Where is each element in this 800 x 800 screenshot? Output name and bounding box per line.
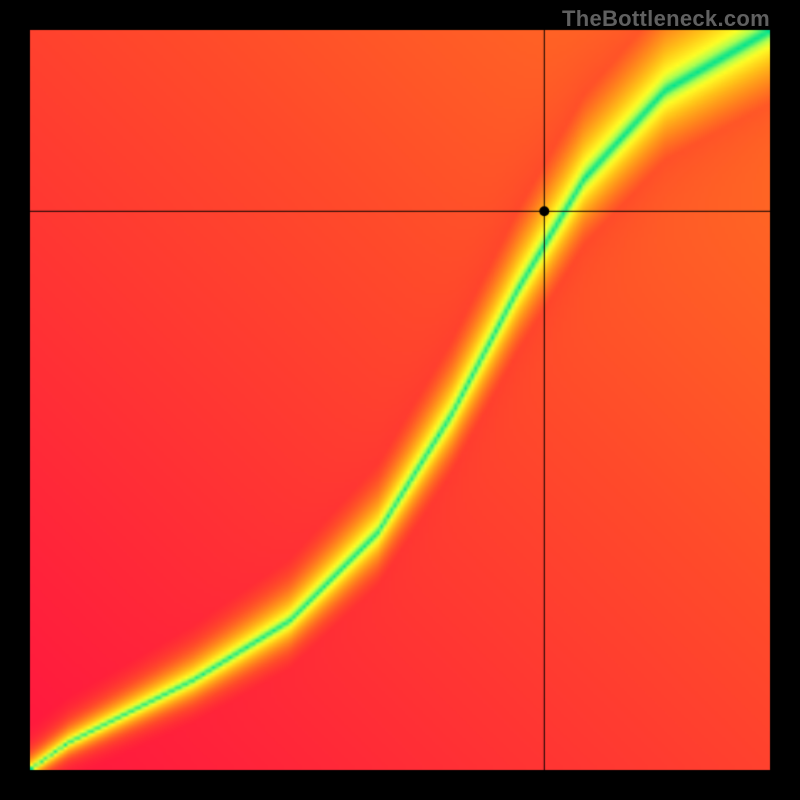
heatmap-canvas: [0, 0, 800, 800]
watermark-text: TheBottleneck.com: [562, 6, 770, 32]
chart-container: TheBottleneck.com: [0, 0, 800, 800]
